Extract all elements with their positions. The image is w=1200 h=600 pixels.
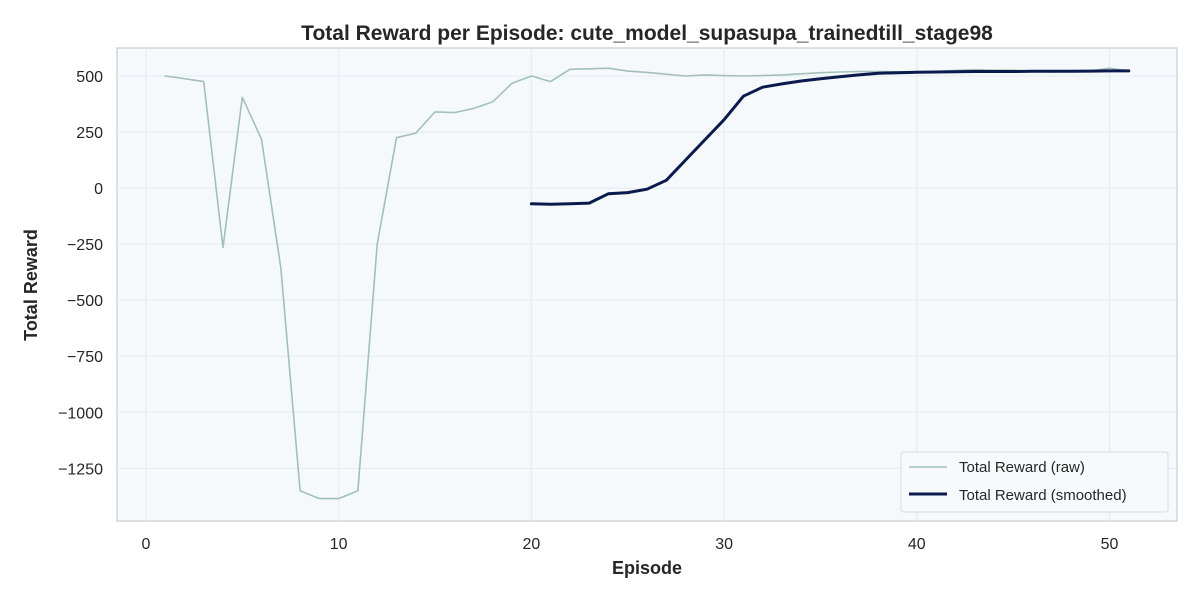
y-axis-label: Total Reward xyxy=(21,229,41,341)
chart-title: Total Reward per Episode: cute_model_sup… xyxy=(301,22,993,45)
x-tick-label: 0 xyxy=(141,536,150,553)
y-tick-label: −250 xyxy=(67,237,103,254)
x-tick-label: 40 xyxy=(908,536,926,553)
legend-smoothed-label: Total Reward (smoothed) xyxy=(959,487,1127,504)
y-tick-label: −1250 xyxy=(58,461,103,478)
y-tick-label: −750 xyxy=(67,349,103,366)
x-tick-label: 50 xyxy=(1101,536,1119,553)
series-layer xyxy=(164,67,1131,500)
legend: Total Reward (raw) Total Reward (smoothe… xyxy=(900,451,1169,513)
x-tick-label: 30 xyxy=(715,536,733,553)
legend-raw-label: Total Reward (raw) xyxy=(959,459,1085,476)
x-tick-label: 10 xyxy=(330,536,348,553)
y-tick-label: 0 xyxy=(94,181,103,198)
x-ticks: 0 10 20 30 40 50 xyxy=(141,536,1118,553)
y-tick-label: −1000 xyxy=(58,405,103,422)
plot-area xyxy=(116,47,1178,522)
raw-series-line xyxy=(164,67,1130,500)
x-axis-label: Episode xyxy=(612,558,682,578)
y-tick-label: −500 xyxy=(67,293,103,310)
y-tick-label: 250 xyxy=(76,125,103,142)
x-tick-label: 20 xyxy=(522,536,540,553)
y-ticks: 500 250 0 −250 −500 −750 −1000 −1250 xyxy=(58,69,103,478)
y-tick-label: 500 xyxy=(76,69,103,86)
smoothed-series-line xyxy=(529,69,1131,206)
legend-box xyxy=(900,451,1169,513)
